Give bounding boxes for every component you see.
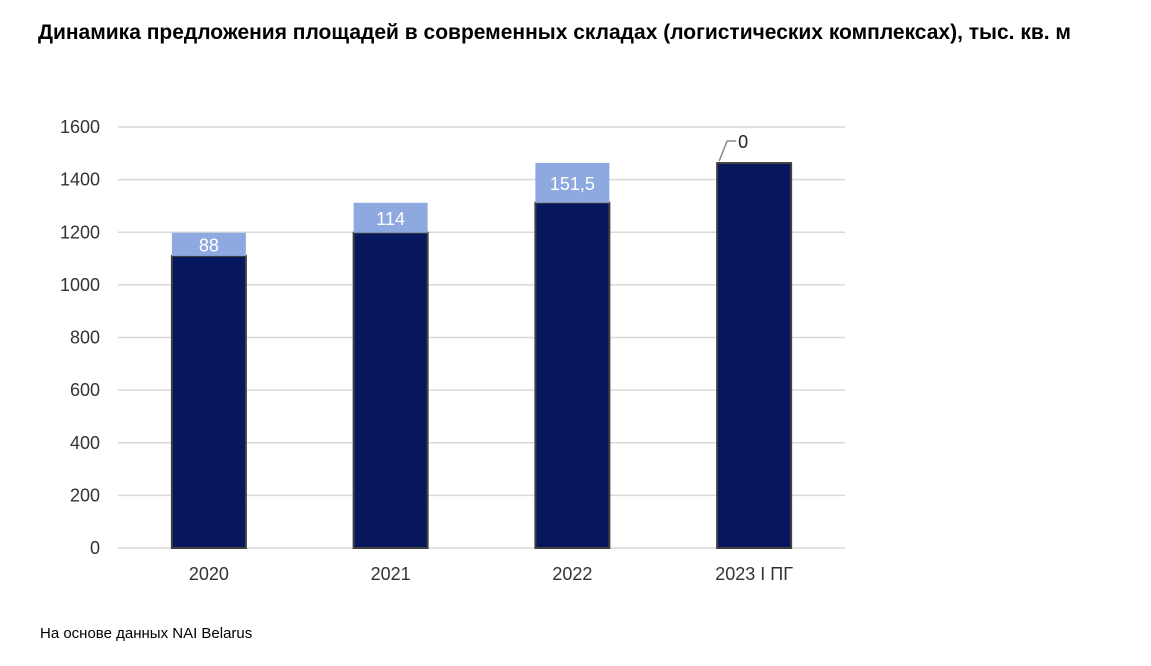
y-tick-label: 600 bbox=[70, 380, 100, 400]
y-tick-label: 400 bbox=[70, 433, 100, 453]
bar-chart: 0 200 400 600 800 1000 1200 1400 1600 88 114 151,5… bbox=[60, 117, 845, 584]
data-label: 151,5 bbox=[550, 174, 595, 194]
y-axis-ticks: 0 200 400 600 800 1000 1200 1400 1600 bbox=[60, 117, 100, 558]
x-axis-ticks: 2020 2021 2022 2023 I ПГ bbox=[189, 564, 793, 584]
leader-line bbox=[718, 140, 737, 162]
bar-base bbox=[534, 201, 611, 549]
source-note: На основе данных NAI Belarus bbox=[40, 625, 253, 642]
bar-base bbox=[170, 254, 247, 549]
y-tick-label: 1000 bbox=[60, 275, 100, 295]
data-label: 88 bbox=[199, 235, 219, 255]
x-tick-label: 2022 bbox=[552, 564, 592, 584]
y-tick-label: 800 bbox=[70, 328, 100, 348]
data-label: 114 bbox=[376, 209, 405, 229]
bar-increment bbox=[353, 202, 428, 233]
bar-increment bbox=[535, 162, 610, 203]
y-tick-label: 1400 bbox=[60, 170, 100, 190]
bar-base bbox=[716, 162, 793, 549]
x-tick-label: 2020 bbox=[189, 564, 229, 584]
chart-title: Динамика предложения площадей в современ… bbox=[38, 21, 1071, 44]
y-tick-label: 0 bbox=[90, 538, 100, 558]
x-tick-label: 2023 I ПГ bbox=[715, 564, 793, 584]
x-tick-label: 2021 bbox=[371, 564, 411, 584]
data-label: 0 bbox=[738, 132, 748, 152]
y-tick-label: 200 bbox=[70, 485, 100, 505]
bars bbox=[170, 162, 793, 549]
y-tick-label: 1600 bbox=[60, 117, 100, 137]
bar-base bbox=[352, 231, 429, 549]
y-tick-label: 1200 bbox=[60, 222, 100, 242]
bar-increment bbox=[171, 232, 246, 256]
data-labels: 88 114 151,5 0 bbox=[199, 132, 748, 255]
